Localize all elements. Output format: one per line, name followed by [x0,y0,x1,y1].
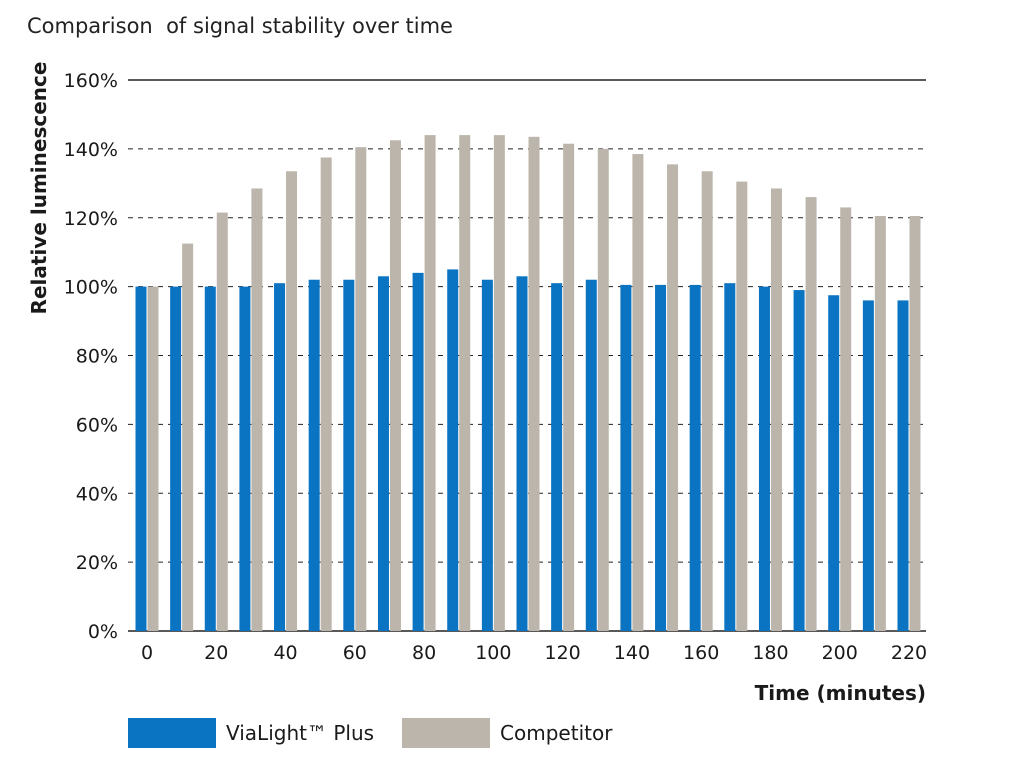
x-tick-label: 40 [273,642,297,664]
bar-competitor-180 [770,188,782,631]
y-tick-label: 40% [76,483,118,505]
bar-vialight-80 [412,272,424,631]
y-tick-label: 160% [64,70,118,92]
bar-competitor-200 [840,207,852,631]
bar-competitor-80 [424,135,436,631]
legend-label-competitor: Competitor [500,721,613,745]
y-tick-label: 0% [88,621,118,643]
bar-competitor-220 [909,216,921,631]
bar-vialight-180 [758,286,770,631]
x-tick-label: 180 [752,642,788,664]
bar-competitor-70 [389,140,401,631]
bar-vialight-70 [377,276,389,631]
y-axis-label: Relative luminescence [27,62,51,315]
bar-competitor-60 [355,147,367,631]
bar-vialight-0 [135,286,147,631]
bar-competitor-210 [874,216,886,631]
y-tick-label: 100% [64,277,118,299]
legend-swatch-vialight [128,718,216,748]
x-tick-label: 100 [475,642,511,664]
x-tick-label: 80 [412,642,436,664]
y-tick-label: 60% [76,414,118,436]
x-tick-labels: 0 20 40 60 80 100 120 140 160 180 200 220 [141,642,927,664]
bar-competitor-160 [701,171,713,631]
bar-vialight-30 [239,286,251,631]
bar-vialight-130 [585,279,597,631]
bar-vialight-50 [308,279,320,631]
x-tick-label: 140 [614,642,650,664]
bar-vialight-20 [204,286,216,631]
bar-vialight-10 [170,286,182,631]
bar-competitor-110 [528,136,540,631]
x-tick-label: 220 [891,642,927,664]
bars [135,135,921,631]
legend-swatch-competitor [402,718,491,748]
x-tick-label: 20 [204,642,228,664]
legend-item-vialight: ViaLight™ Plus [128,718,374,748]
bar-competitor-120 [563,143,575,631]
bar-competitor-30 [251,188,263,631]
bar-vialight-170 [724,283,736,631]
bar-vialight-140 [620,284,632,631]
bar-vialight-150 [655,284,667,631]
y-tick-label: 80% [76,346,118,368]
x-axis-label: Time (minutes) [755,681,926,705]
bar-competitor-40 [286,171,298,631]
bar-competitor-10 [182,243,194,631]
bar-vialight-110 [516,276,528,631]
bar-competitor-150 [667,164,679,631]
bar-vialight-100 [481,279,493,631]
bar-chart: 0% 20% 40% 60% 80% 100% 120% 140% 160% 0 20 40 60 80… [27,62,927,705]
y-tick-labels: 0% 20% 40% 60% 80% 100% 120% 140% 160% [64,70,118,643]
bar-vialight-120 [551,283,563,631]
legend-item-competitor: Competitor [402,718,612,748]
bar-competitor-50 [320,157,332,631]
x-tick-label: 0 [141,642,153,664]
bar-vialight-60 [343,279,355,631]
bar-vialight-160 [689,284,701,631]
x-tick-label: 160 [683,642,719,664]
bar-competitor-100 [493,135,505,631]
bar-competitor-140 [632,154,644,631]
y-tick-label: 120% [64,208,118,230]
bar-competitor-190 [805,197,817,631]
x-tick-label: 60 [343,642,367,664]
bar-vialight-220 [897,300,909,631]
y-tick-label: 20% [76,552,118,574]
legend-label-vialight: ViaLight™ Plus [226,721,375,745]
bar-competitor-130 [597,148,609,631]
bar-competitor-170 [736,181,748,631]
x-tick-label: 200 [822,642,858,664]
chart-title: Comparison of signal stability over time [27,14,453,38]
legend: ViaLight™ Plus Competitor [128,718,640,748]
bar-competitor-20 [216,212,228,631]
bar-competitor-90 [459,135,471,631]
x-tick-label: 120 [545,642,581,664]
bar-competitor-0 [147,286,159,631]
y-tick-label: 140% [64,139,118,161]
bar-vialight-210 [862,300,874,631]
bar-vialight-40 [274,283,286,631]
bar-vialight-90 [447,269,459,631]
bar-vialight-200 [828,295,840,631]
bar-vialight-190 [793,290,805,631]
